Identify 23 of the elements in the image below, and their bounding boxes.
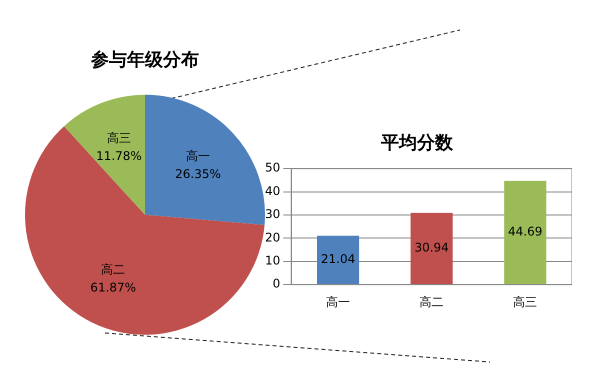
data-label: 21.04 <box>320 252 356 266</box>
y-tick-label: 40 <box>264 184 280 198</box>
slice-label: 高三 <box>106 130 131 145</box>
y-tick-label: 30 <box>264 207 280 222</box>
data-label: 61.87% <box>90 280 136 295</box>
y-tick-label: 10 <box>264 254 280 268</box>
x-tick-label: 高一 <box>326 294 350 309</box>
y-tick-label: 20 <box>264 230 280 244</box>
bar <box>317 236 360 284</box>
bar <box>504 180 546 284</box>
x-tick-label: 高三 <box>513 294 538 309</box>
data-label: 26.35% <box>175 167 221 182</box>
slice-label: 高二 <box>101 262 126 277</box>
chart-title: 参与年级分布 <box>90 49 199 70</box>
y-tick-label: 0 <box>272 276 280 291</box>
data-label: 30.94 <box>414 240 449 255</box>
data-label: 44.69 <box>508 224 542 239</box>
data-label: 11.78% <box>96 148 142 163</box>
slice-label: 高一 <box>186 149 210 164</box>
x-tick-label: 高二 <box>420 294 444 309</box>
chart-title: 平均分数 <box>380 132 454 154</box>
bar <box>410 212 453 284</box>
y-tick-label: 50 <box>264 160 280 175</box>
